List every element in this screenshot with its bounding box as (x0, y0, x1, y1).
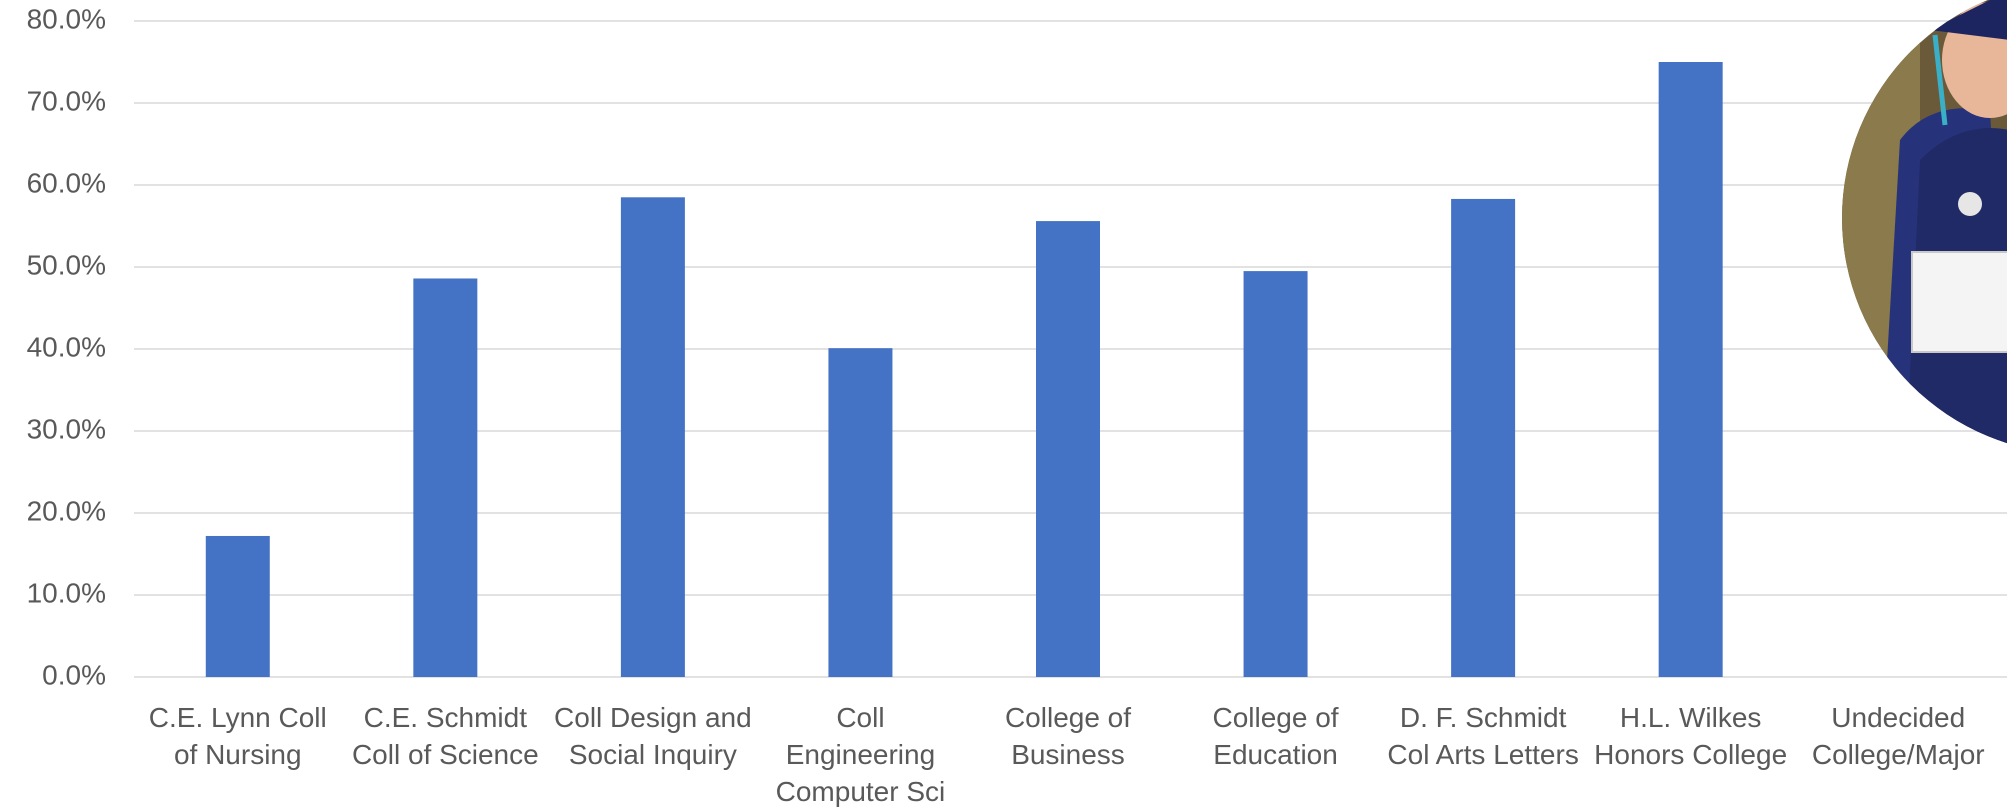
x-tick-label: Undecided College/Major (1811, 702, 1985, 770)
y-tick-label: 80.0% (27, 3, 106, 34)
x-tick-label: C.E. Lynn Coll of Nursing (148, 702, 327, 770)
bar (1451, 198, 1516, 677)
y-tick-label: 50.0% (27, 249, 106, 280)
bar (1658, 62, 1723, 677)
y-tick-label: 0.0% (42, 659, 106, 690)
y-tick-label: 60.0% (27, 167, 106, 198)
y-tick-label: 40.0% (27, 331, 106, 362)
x-tick-label: C.E. Schmidt Coll of Science (351, 702, 539, 770)
y-tick-label: 70.0% (27, 85, 106, 116)
bar (1243, 271, 1308, 677)
x-tick-label: Coll Design and Social Inquiry (554, 702, 752, 770)
x-tick-label: College of Education (1212, 702, 1339, 770)
bars (205, 62, 1723, 678)
x-tick-label: D. F. Schmidt Col Arts Letters (1387, 702, 1579, 770)
photo (1842, 0, 2007, 454)
x-tick-label: H.L. Wilkes Honors College (1594, 702, 1788, 770)
x-tick-label: College of Business (1004, 702, 1132, 770)
y-tick-label: 30.0% (27, 413, 106, 444)
bar (828, 348, 893, 677)
bar (1036, 221, 1100, 677)
x-tick-label: Coll Engineering Computer Sci (775, 702, 946, 807)
y-tick-label: 20.0% (27, 495, 106, 526)
bar (205, 535, 270, 677)
bar (413, 278, 478, 677)
y-tick-label: 10.0% (27, 577, 106, 608)
bar (620, 197, 685, 678)
